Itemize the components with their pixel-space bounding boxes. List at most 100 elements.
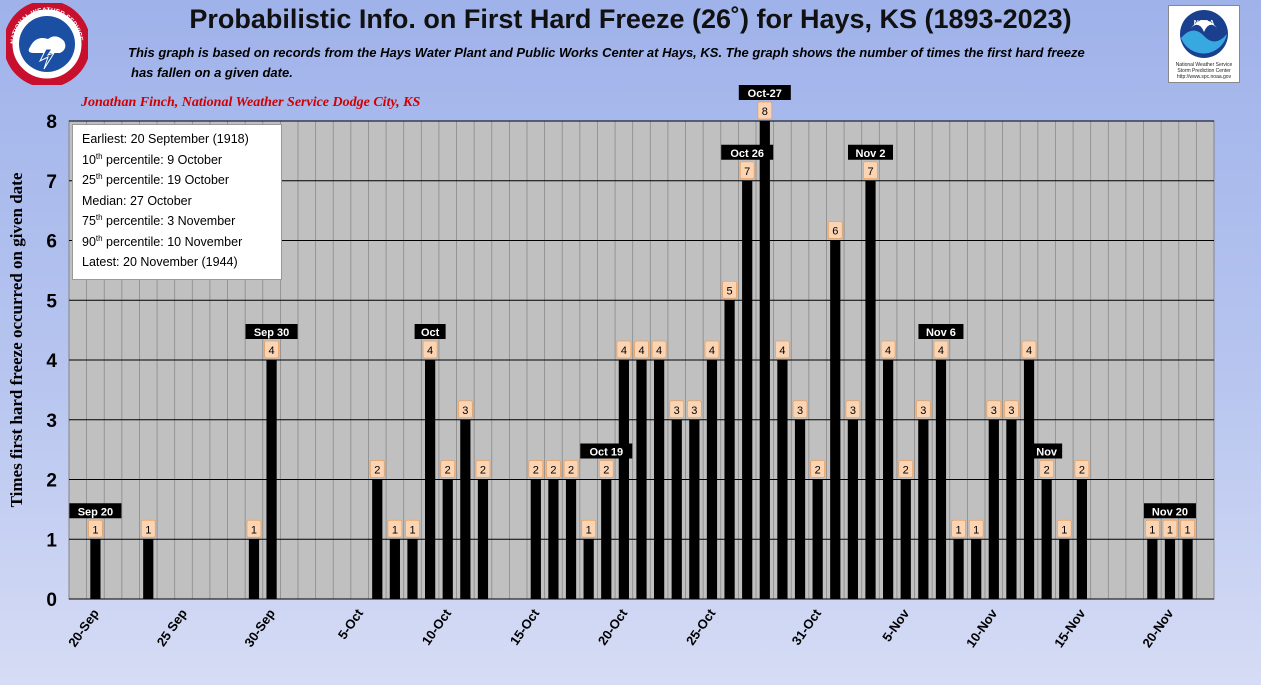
data-label: 1: [1149, 524, 1155, 536]
bar: [460, 419, 471, 599]
data-label-box: [739, 161, 755, 180]
data-label: 4: [938, 345, 944, 357]
date-callout-box: [245, 324, 298, 339]
data-label: 1: [1167, 524, 1173, 536]
subtitle-line-1: This graph is based on records from the …: [128, 45, 1085, 60]
bar: [1182, 539, 1193, 599]
bar: [1006, 419, 1017, 599]
data-label-box: [968, 519, 984, 538]
date-callout: Oct 26: [730, 148, 764, 160]
author-credit: Jonathan Finch, National Weather Service…: [81, 95, 421, 110]
data-label-box: [405, 519, 420, 538]
x-tick-label: 20-Oct: [595, 606, 631, 648]
bar: [953, 539, 964, 599]
data-label: 3: [797, 405, 803, 417]
data-label: 4: [638, 345, 644, 357]
data-label-box: [634, 340, 649, 359]
chart-subtitle: This graph is based on records from the …: [128, 43, 1158, 83]
data-label: 2: [550, 465, 556, 477]
data-label-box: [792, 400, 808, 419]
data-label-box: [246, 519, 262, 538]
date-callout-box: [738, 85, 791, 100]
data-label: 3: [850, 405, 856, 417]
data-label: 2: [815, 465, 821, 477]
bar: [706, 360, 718, 599]
data-label: 2: [1044, 465, 1050, 477]
data-label: 3: [674, 405, 680, 417]
data-label: 1: [145, 524, 151, 536]
data-label-box: [1162, 519, 1178, 538]
x-tick-label: 5-Oct: [335, 606, 367, 642]
data-label-box: [1056, 519, 1072, 538]
y-tick-label: 0: [46, 590, 57, 611]
bar: [812, 479, 823, 599]
bar: [90, 539, 101, 599]
bar: [671, 419, 682, 599]
data-label: 8: [762, 106, 768, 118]
bar: [1041, 479, 1052, 599]
data-label: 4: [427, 345, 433, 357]
date-callout-box: [721, 144, 774, 160]
date-callout-box: [69, 503, 122, 519]
data-label-box: [863, 161, 878, 180]
chart-title: Probabilistic Info. on First Hard Freeze…: [189, 4, 1072, 34]
data-label-box: [951, 519, 966, 538]
data-label-box: [581, 519, 597, 538]
y-tick-label: 6: [46, 232, 57, 253]
y-tick-label: 5: [46, 291, 57, 312]
data-label: 4: [1026, 345, 1032, 357]
data-label-box: [528, 460, 544, 478]
data-label: 4: [779, 345, 785, 357]
x-tick-label: 20-Sep: [65, 606, 102, 650]
data-label: 1: [973, 524, 979, 536]
noaa-emblem-icon: NOAA: [1180, 10, 1228, 58]
data-label-box: [422, 340, 438, 359]
nws-logo: NATIONAL WEATHER SERVICE: [6, 3, 88, 85]
data-label-box: [546, 460, 561, 478]
stat-earliest: Earliest: 20 September (1918): [82, 132, 249, 146]
bar: [143, 539, 154, 599]
bar: [1147, 539, 1158, 599]
x-tick-label: 15-Oct: [507, 606, 543, 648]
data-label: 2: [374, 465, 380, 477]
data-label-box: [1180, 519, 1195, 538]
data-label-box: [757, 101, 773, 120]
data-label: 3: [991, 405, 997, 417]
data-label-box: [616, 340, 632, 359]
data-label: 4: [709, 345, 715, 357]
bar: [442, 479, 453, 599]
noaa-logo: NOAA National Weather Service Storm Pred…: [1168, 5, 1240, 83]
date-callout-box: [848, 144, 893, 160]
x-tick-label: 30-Sep: [241, 606, 278, 650]
data-label-box: [264, 340, 279, 359]
data-label: 5: [727, 285, 733, 297]
bar: [389, 539, 400, 599]
x-tick-label: 10-Nov: [963, 605, 1001, 650]
bar: [477, 479, 489, 599]
x-tick-label: 25-Oct: [683, 606, 719, 648]
data-label: 1: [392, 524, 398, 536]
data-label-box: [1021, 340, 1037, 359]
x-tick-label: 25 Sep: [154, 606, 190, 649]
y-tick-label: 4: [46, 351, 57, 372]
bar: [372, 479, 383, 599]
data-label-box: [369, 460, 385, 478]
data-label-box: [898, 460, 914, 478]
bar: [865, 180, 876, 599]
data-label: 7: [744, 166, 750, 178]
data-label-box: [827, 221, 843, 239]
bar: [565, 479, 577, 599]
stat-p10: 10th percentile: 9 October: [82, 151, 223, 167]
data-label: 1: [409, 524, 415, 536]
y-tick-label: 1: [46, 530, 57, 551]
stats-box: Earliest: 20 September (1918) 10th perce…: [72, 124, 282, 280]
data-label: 4: [885, 345, 891, 357]
bar: [618, 360, 629, 599]
data-label-box: [704, 340, 720, 359]
stat-latest: Latest: 20 November (1944): [82, 255, 238, 269]
y-tick-label: 3: [46, 411, 57, 432]
data-label-box: [669, 400, 685, 419]
stat-p75: 75th percentile: 3 November: [82, 212, 236, 228]
bar: [407, 539, 418, 599]
